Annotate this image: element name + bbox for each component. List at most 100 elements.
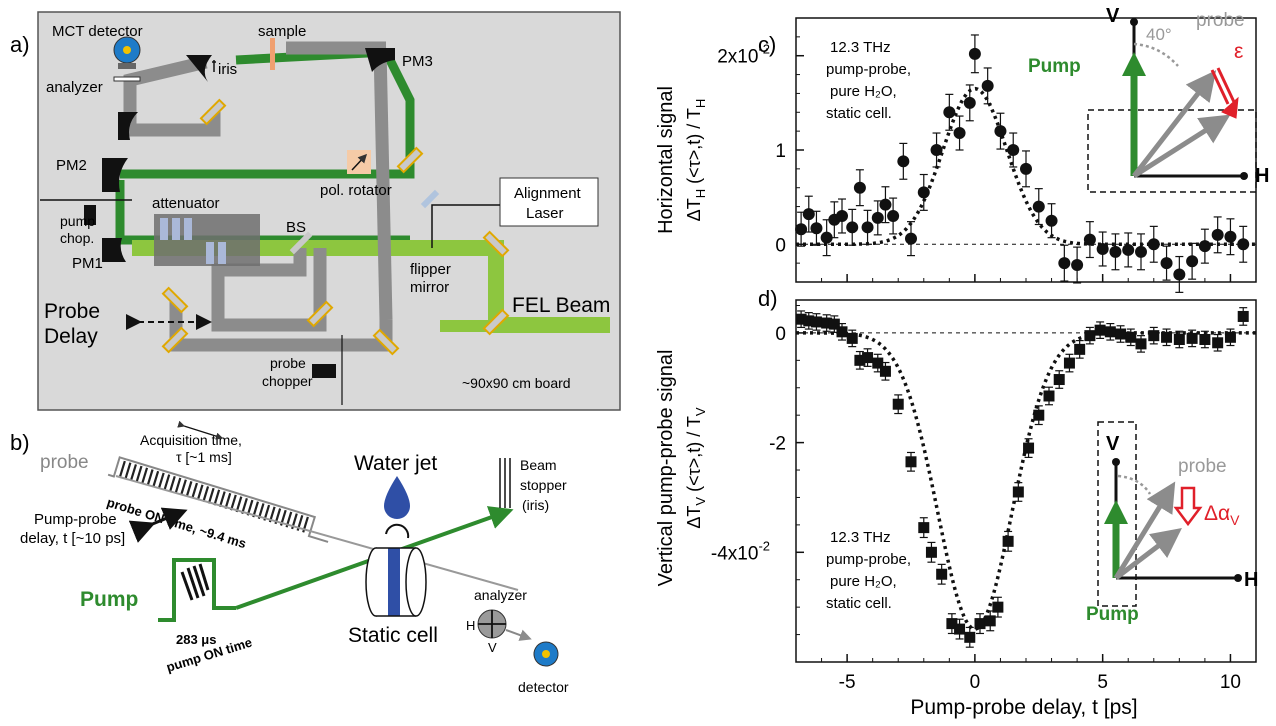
data-point: [871, 211, 884, 224]
ylabel-d-1: Vertical pump-probe signal: [655, 350, 677, 587]
data-point: [1135, 245, 1147, 258]
data-point: [964, 631, 976, 643]
inset-d-v: V: [1106, 433, 1120, 455]
x-tick-label: 10: [1220, 672, 1241, 693]
probe-pulse-train: [107, 456, 329, 543]
label-pump-on-1: 283 μs: [176, 632, 217, 647]
y-tick-label: 2x10-2: [717, 42, 770, 68]
data-point: [1125, 331, 1137, 343]
inset-d-h: H: [1244, 569, 1258, 591]
annotation-d-line-3: pure H₂O,: [830, 573, 897, 590]
data-point: [821, 317, 833, 329]
label-beam-stopper-2: stopper: [520, 477, 567, 493]
label-analyzer: analyzer: [46, 79, 103, 96]
data-point: [1186, 332, 1198, 344]
inset-d-probe: probe: [1178, 456, 1227, 477]
data-point: [1148, 330, 1160, 342]
data-point: [917, 186, 930, 199]
label-alignment-2: Laser: [526, 205, 564, 222]
probe-pulse-tooth: [119, 460, 126, 477]
data-point: [892, 398, 904, 410]
label-flipper-1: flipper: [410, 261, 451, 278]
data-point: [1002, 535, 1014, 547]
data-point: [802, 208, 815, 221]
plot-c: 0 1 2x10-2: [717, 17, 1257, 293]
data-point: [795, 313, 807, 325]
label-alignment-1: Alignment: [514, 185, 582, 202]
data-point: [943, 106, 956, 119]
data-point: [953, 127, 966, 140]
data-point: [795, 223, 808, 236]
data-point: [879, 365, 891, 377]
label-pm3: PM3: [402, 53, 433, 70]
data-point: [1122, 243, 1135, 256]
label-pm1: PM1: [72, 255, 103, 272]
plot-frame: [795, 17, 1257, 283]
data-point: [1173, 333, 1185, 345]
probe-pulse-tooth: [235, 496, 243, 513]
data-point: [810, 316, 822, 328]
data-point: [968, 47, 981, 60]
ylabel-c-2: ΔTH (<τ>,t) / TH: [684, 99, 708, 222]
annotation-c-line-4: static cell.: [826, 105, 892, 122]
data-point: [981, 79, 994, 92]
focus-mirror: [186, 55, 212, 82]
data-point: [820, 231, 833, 244]
inset-d-delta-alpha: ΔαV: [1204, 502, 1240, 528]
data-point: [1053, 374, 1065, 386]
data-point: [1173, 268, 1186, 281]
data-point: [1237, 310, 1249, 322]
x-tick-label: 0: [970, 672, 981, 693]
inset-c-angle: 40°: [1146, 25, 1172, 44]
probe-pulse-tooth: [130, 464, 137, 481]
label-acq-2: τ [~1 ms]: [176, 449, 232, 465]
data-point: [936, 568, 948, 580]
data-point: [930, 144, 943, 156]
label-acq-1: Acquisition time,: [140, 432, 242, 448]
alignment-laser-box: [499, 177, 599, 227]
attenuator-plates: [160, 218, 226, 264]
data-point: [1083, 233, 1096, 246]
annotation-d: 12.3 THz pump-probe, pure H₂O, static ce…: [826, 529, 911, 612]
data-point: [992, 601, 1004, 613]
pump-chopper: [84, 205, 96, 225]
label-pp-delay-1: Pump-probe: [34, 511, 117, 528]
label-detector: detector: [518, 679, 569, 695]
panel-label-b: b): [10, 430, 30, 455]
data-point: [1045, 214, 1058, 227]
annotation-d-line-2: pump-probe,: [826, 551, 911, 568]
pump-pulse: [158, 558, 236, 622]
probe-pulse-tooth: [141, 467, 149, 484]
label-static-cell: Static cell: [348, 624, 438, 647]
probe-pulse-tooth: [169, 475, 176, 492]
data-point: [836, 326, 848, 338]
pm3-mirror: [365, 48, 395, 72]
pm2-mirror: [102, 158, 128, 192]
label-water-jet: Water jet: [354, 452, 437, 475]
pp-delay-arrow-icon: [128, 507, 188, 543]
data-point: [1032, 200, 1045, 213]
probe-pulse-tooth: [207, 487, 215, 504]
label-pump-chop-1: pump: [60, 213, 95, 229]
label-beam-stopper-3: (iris): [522, 497, 549, 513]
data-point: [1212, 337, 1224, 349]
probe-pulse-tooth: [213, 489, 221, 506]
probe-pulse-tooth: [202, 486, 210, 503]
x-tick-label: -5: [839, 672, 856, 693]
beam-stopper: [499, 458, 511, 508]
data-point: [1237, 238, 1250, 251]
y-tick-label: 0: [775, 235, 786, 256]
label-bs: BS: [286, 219, 306, 236]
data-point: [861, 221, 874, 234]
data-point: [897, 155, 910, 168]
water-drop-icon: [384, 476, 410, 519]
probe-chopper: [312, 364, 336, 378]
label-probe-chopper-1: probe: [270, 355, 306, 371]
xlabel-d: Pump-probe delay, t [ps]: [910, 696, 1137, 719]
data-point: [1094, 324, 1106, 336]
probe-pulse-tooth: [224, 492, 232, 509]
probe-beam-line: [115, 475, 519, 591]
data-point: [1020, 162, 1032, 175]
inset-c-h: H: [1255, 165, 1269, 187]
